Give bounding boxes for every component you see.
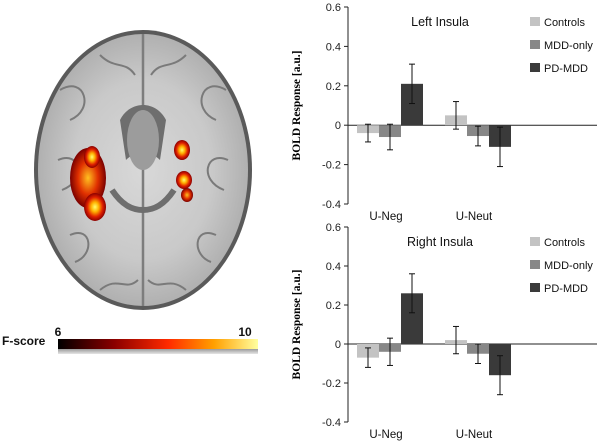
- colorbar-shadow: [58, 349, 258, 354]
- activation-left-insula-blob: [70, 146, 106, 221]
- category-label: U-Neut: [456, 429, 493, 441]
- legend-swatch: [530, 63, 540, 72]
- activation-right-insula-blob: [174, 140, 193, 202]
- legend-swatch: [530, 237, 540, 246]
- y-tick-label: 0.4: [326, 261, 341, 273]
- y-tick-label: 0.4: [326, 41, 341, 53]
- y-tick-label: 0: [335, 120, 341, 132]
- legend-swatch: [530, 283, 540, 292]
- y-tick-label: -0.2: [322, 160, 341, 172]
- legend-entry: PD-MDD: [544, 63, 588, 75]
- legend-entry: MDD-only: [544, 260, 593, 272]
- legend-entry: Controls: [544, 237, 585, 249]
- category-label: U-Neg: [369, 429, 402, 441]
- colorbar-label: F-score: [2, 334, 46, 348]
- y-axis-label: BOLD Response [a.u.]: [291, 270, 303, 380]
- chart-title: Right Insula: [407, 235, 473, 249]
- colorbar: F-score 6 10: [2, 325, 258, 354]
- y-tick-label: 0.2: [326, 81, 341, 93]
- colorbar-max-label: 10: [238, 325, 252, 339]
- legend-entry: Controls: [544, 17, 585, 29]
- legend-swatch: [530, 17, 540, 26]
- legend-entry: PD-MDD: [544, 283, 588, 295]
- y-axis-label: BOLD Response [a.u.]: [291, 51, 303, 161]
- y-tick-label: 0.6: [326, 222, 341, 234]
- y-tick-label: -0.2: [322, 378, 341, 390]
- colorbar-gradient: [58, 339, 258, 349]
- chart-right-insula: -0.4 -0.2 0 0.2 0.4 0.6 BOLD Response [a.u.] Ri…: [291, 222, 597, 441]
- category-label: U-Neg: [369, 211, 402, 223]
- legend-swatch: [530, 40, 540, 49]
- y-tick-label: 0: [335, 339, 341, 351]
- chart-title: Left Insula: [411, 15, 469, 29]
- y-tick-label: 0.2: [326, 300, 341, 312]
- legend-entry: MDD-only: [544, 40, 593, 52]
- category-label: U-Neut: [456, 211, 493, 223]
- y-tick-label: -0.4: [322, 417, 341, 429]
- bar-pd-mdd-u-neg: [401, 293, 423, 344]
- y-tick-label: 0.6: [326, 2, 341, 14]
- y-tick-label: -0.4: [322, 199, 341, 211]
- chart-left-insula: -0.4 -0.2 0 0.2 0.4 0.6 BOLD Response [a.u.] Le…: [291, 2, 597, 223]
- bar-pd-mdd-u-neg: [401, 83, 423, 126]
- brain-axial-slice-image: [34, 30, 252, 310]
- legend-swatch: [530, 260, 540, 269]
- colorbar-min-label: 6: [55, 325, 62, 339]
